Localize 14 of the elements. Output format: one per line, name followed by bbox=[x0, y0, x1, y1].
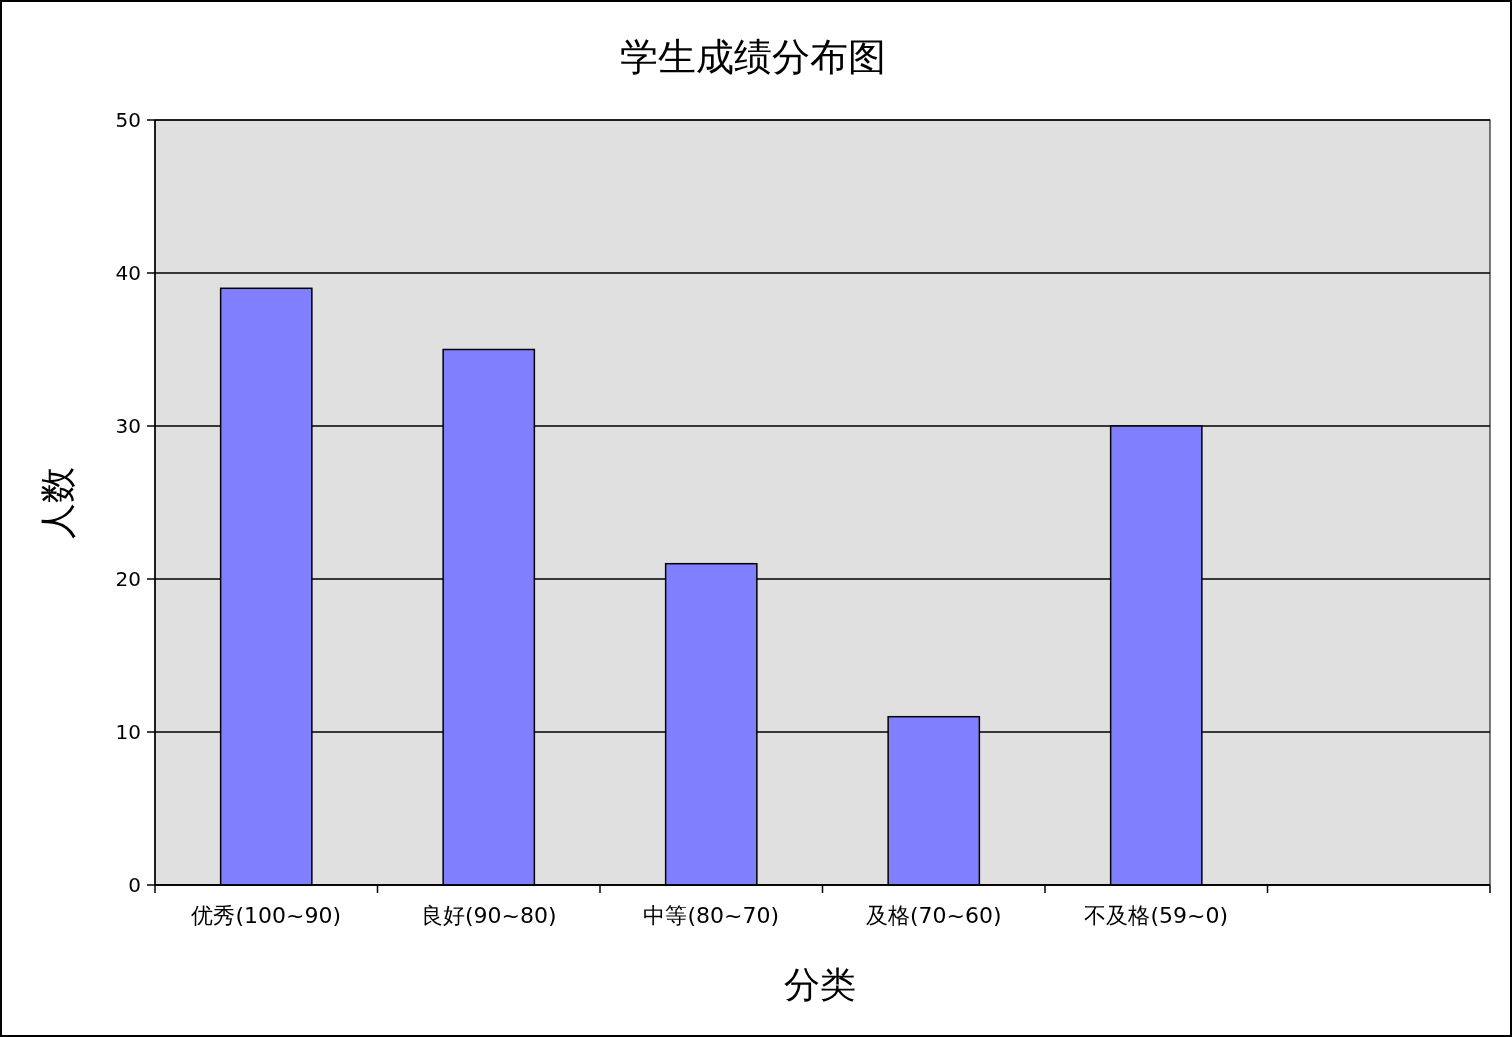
x-tick-label: 优秀(100~90) bbox=[191, 903, 342, 928]
x-tick-label: 良好(90~80) bbox=[420, 903, 557, 928]
y-tick-label: 20 bbox=[115, 567, 141, 591]
y-tick-label: 50 bbox=[115, 108, 141, 132]
y-tick-label: 30 bbox=[115, 414, 141, 438]
y-tick-label: 40 bbox=[115, 261, 141, 285]
x-axis-title: 分类 bbox=[783, 964, 856, 1005]
x-tick-label: 及格(70~60) bbox=[865, 903, 1002, 928]
x-tick-label: 不及格(59~0) bbox=[1084, 903, 1229, 928]
y-tick-label: 0 bbox=[128, 873, 141, 897]
chart-title: 学生成绩分布图 bbox=[619, 35, 886, 79]
x-tick-label: 中等(80~70) bbox=[643, 903, 780, 928]
y-tick-label: 10 bbox=[115, 720, 141, 744]
y-axis-title: 人数 bbox=[37, 466, 78, 539]
